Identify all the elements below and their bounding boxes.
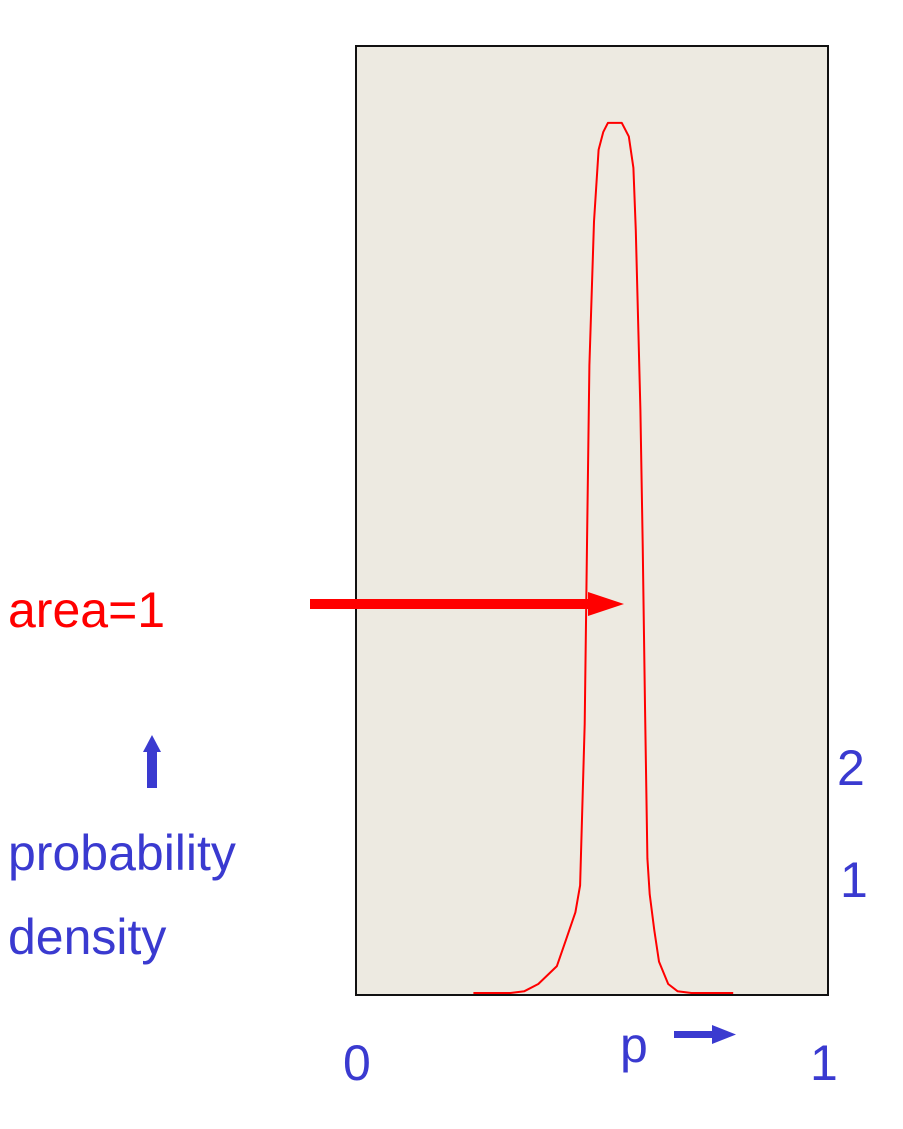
- x-axis-arrow-head: [712, 1025, 736, 1044]
- x-axis-label: p: [620, 1017, 648, 1073]
- area-annotation: area=1: [8, 582, 165, 638]
- plot-area: [355, 45, 829, 996]
- y-axis-arrow-shaft: [147, 750, 157, 788]
- y-axis-arrow-head: [143, 735, 161, 752]
- area-arrow-head: [588, 592, 624, 616]
- y-axis-label-line2: density: [8, 909, 166, 965]
- y-tick-label-1: 1: [840, 852, 868, 908]
- series-line-0: [473, 121, 734, 994]
- x-tick-label-1: 1: [810, 1035, 838, 1091]
- x-tick-label-0: 0: [343, 1035, 371, 1091]
- y-axis-label-line1: probability: [8, 825, 236, 881]
- x-axis-arrow-shaft: [674, 1031, 716, 1038]
- y-tick-label-2: 2: [837, 740, 865, 796]
- curve-layer: [473, 121, 734, 994]
